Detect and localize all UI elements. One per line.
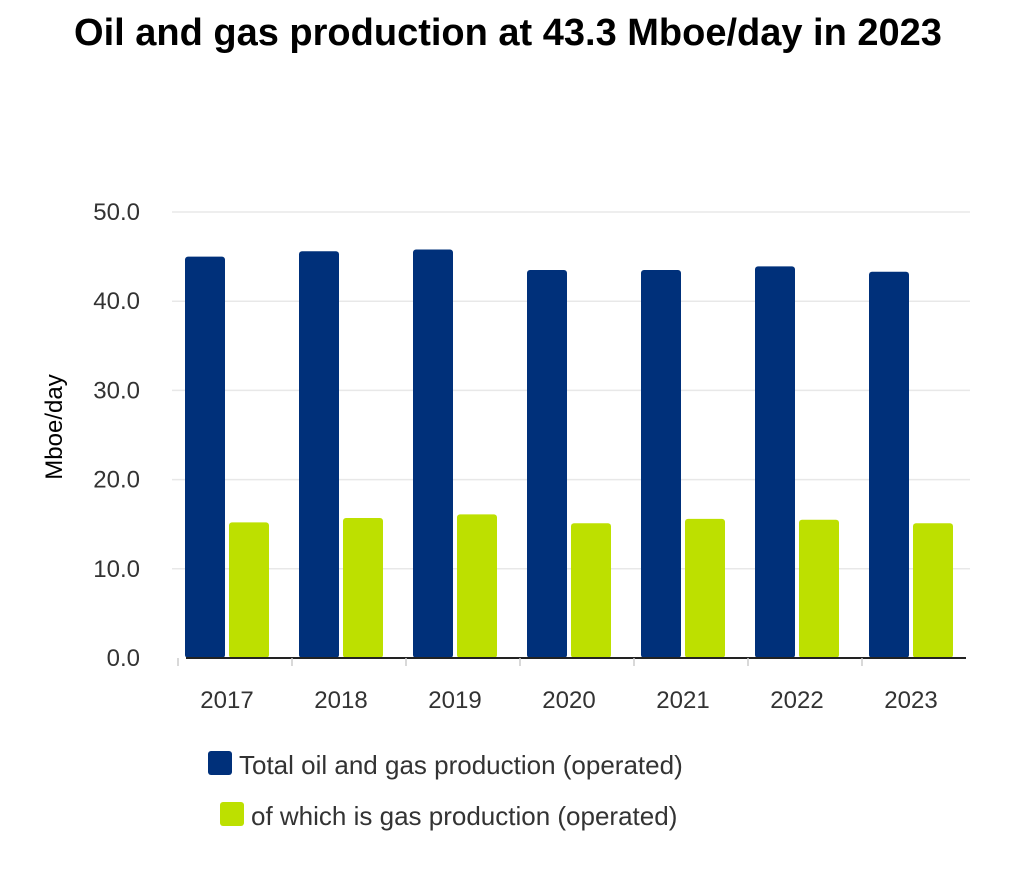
x-axis: 2017 2018 2019 2020 2021 2022 2023 [177, 657, 966, 714]
bar-gas-2017 [229, 522, 269, 658]
y-tick-label: 40.0 [93, 288, 140, 315]
y-tick-label: 50.0 [93, 199, 140, 226]
bars [185, 249, 953, 659]
x-tick-label: 2021 [656, 687, 709, 714]
bar-total-2019 [413, 249, 453, 659]
bar-total-2022 [755, 266, 795, 658]
bar-gas-2021 [685, 518, 725, 658]
legend-label-total: Total oil and gas production (operated) [239, 750, 683, 780]
x-tick-label: 2019 [428, 687, 481, 714]
bar-gas-2020 [571, 523, 611, 658]
y-tick-label: 10.0 [93, 556, 140, 583]
y-tick-label: 0.0 [107, 645, 140, 672]
x-tick-label: 2023 [884, 687, 937, 714]
bar-gas-2022 [799, 519, 839, 658]
chart-title: Oil and gas production at 43.3 Mboe/day … [74, 12, 942, 54]
y-axis-title: Mboe/day [41, 374, 68, 479]
y-tick-label: 20.0 [93, 467, 140, 494]
x-tick-label: 2020 [542, 687, 595, 714]
bar-total-2018 [299, 251, 339, 659]
bar-gas-2023 [913, 523, 953, 658]
x-tick-label: 2018 [314, 687, 367, 714]
grid-lines [172, 211, 970, 570]
x-tick-label: 2017 [200, 687, 253, 714]
bar-total-2017 [185, 256, 225, 658]
bar-total-2021 [641, 269, 681, 658]
bar-gas-2019 [457, 514, 497, 658]
legend: Total oil and gas production (operated) o… [208, 750, 683, 831]
legend-swatch-total [208, 751, 232, 775]
legend-swatch-gas [220, 802, 244, 826]
bar-total-2020 [527, 269, 567, 658]
bar-total-2023 [869, 271, 909, 658]
bar-gas-2018 [343, 517, 383, 658]
x-tick-label: 2022 [770, 687, 823, 714]
y-axis-ticks: 0.0 10.0 20.0 30.0 40.0 50.0 [93, 199, 140, 672]
y-tick-label: 30.0 [93, 377, 140, 404]
legend-label-gas: of which is gas production (operated) [251, 801, 677, 831]
